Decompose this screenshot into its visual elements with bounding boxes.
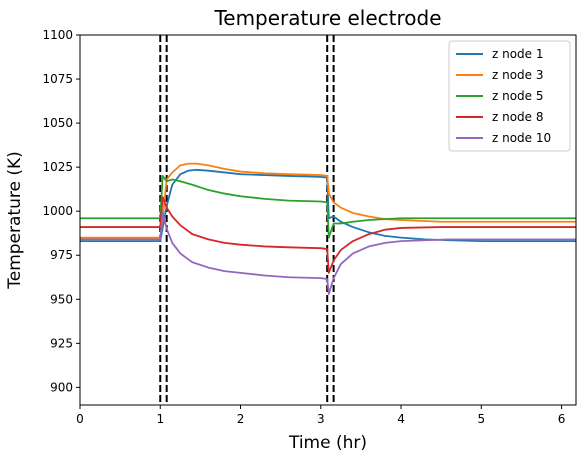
series-lines	[80, 162, 576, 295]
series-line-z-node-5	[80, 175, 576, 239]
y-axis-label: Temperature (K)	[5, 151, 25, 290]
legend: z node 1 z node 3 z node 5 z node 8 z node 1…	[448, 40, 571, 152]
y-tick-label: 1100	[42, 28, 73, 42]
y-tick-label: 950	[50, 292, 73, 306]
series-line-z-node-1	[80, 168, 576, 243]
x-tick-label: 4	[397, 412, 405, 426]
x-axis-label: Time (hr)	[288, 433, 367, 453]
legend-label-z-node-1: z node 1	[492, 47, 544, 61]
y-axis-ticks: 900 925 950 975 1000 1025 1050 1075 1100	[42, 28, 80, 394]
legend-label-z-node-5: z node 5	[492, 89, 544, 103]
legend-label-z-node-3: z node 3	[492, 68, 544, 82]
y-tick-label: 925	[50, 336, 73, 350]
legend-label-z-node-8: z node 8	[492, 110, 544, 124]
axes-frame	[79, 34, 577, 406]
series-line-z-node-10	[80, 212, 576, 295]
axis-frame	[79, 34, 577, 406]
y-tick-label: 1075	[42, 72, 73, 86]
x-tick-label: 0	[76, 412, 84, 426]
legend-label-z-node-10: z node 10	[492, 131, 551, 145]
legend-box	[448, 40, 571, 152]
x-axis-ticks: 0 1 2 3 4 5 6	[76, 405, 565, 426]
x-tick-label: 2	[237, 412, 245, 426]
y-tick-label: 1000	[42, 204, 73, 218]
y-tick-label: 1050	[42, 116, 73, 130]
y-tick-label: 1025	[42, 160, 73, 174]
x-tick-label: 3	[317, 412, 325, 426]
y-tick-label: 975	[50, 248, 73, 262]
x-tick-label: 6	[558, 412, 566, 426]
chart-title: Temperature electrode	[213, 6, 441, 30]
x-tick-label: 1	[156, 412, 164, 426]
y-tick-label: 900	[50, 380, 73, 394]
x-tick-label: 5	[477, 412, 485, 426]
series-line-z-node-8	[80, 196, 576, 274]
